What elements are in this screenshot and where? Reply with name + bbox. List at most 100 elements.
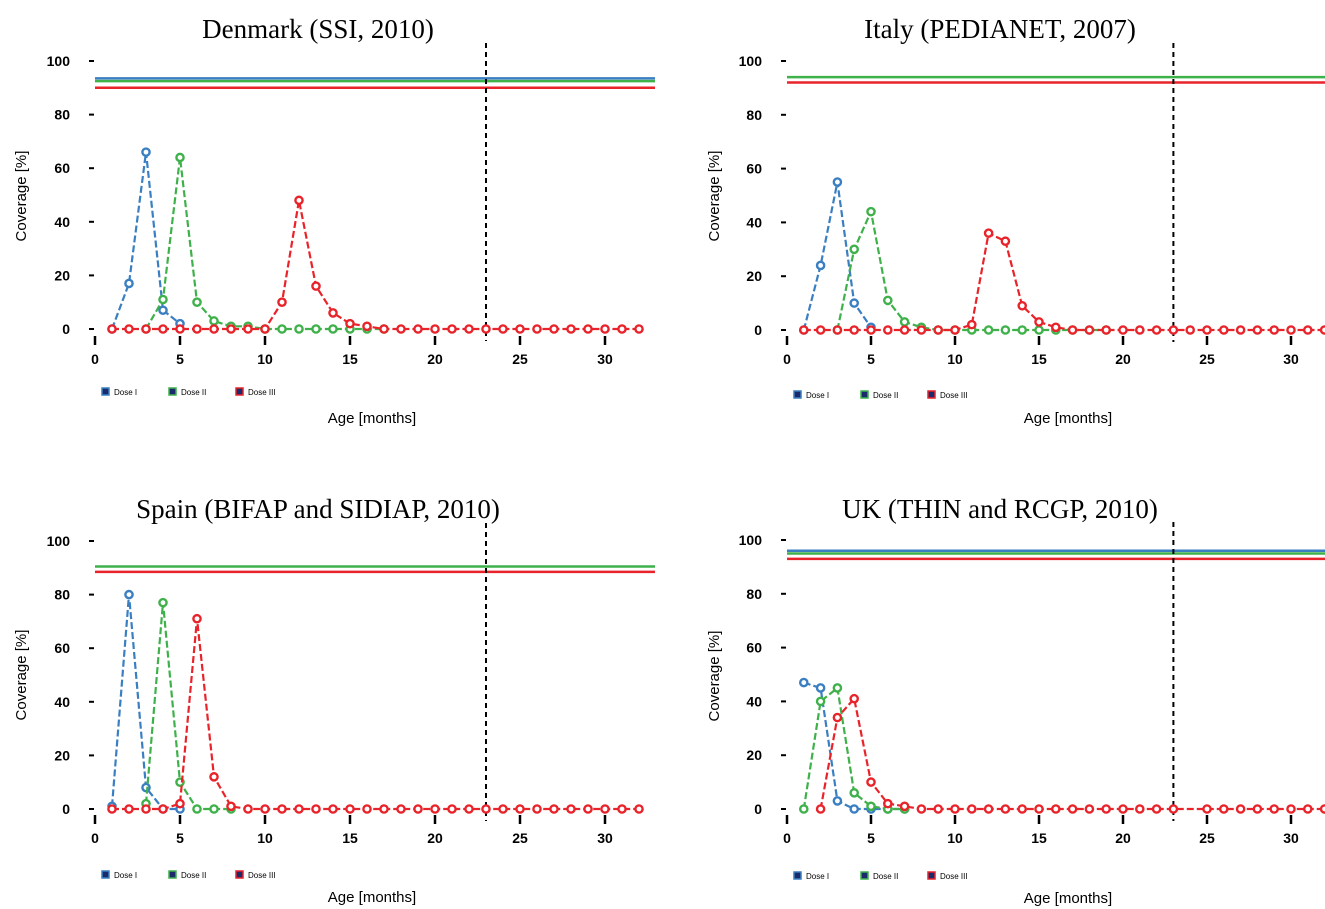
data-point-dose-3 (1202, 804, 1212, 814)
data-point-dose-1 (124, 278, 134, 289)
data-point-dose-3 (1084, 325, 1095, 335)
data-point-dose-1 (141, 782, 151, 793)
x-tick-label: 30 (1283, 830, 1299, 846)
y-tick-label: 80 (746, 107, 762, 123)
x-tick-label: 15 (1031, 351, 1047, 367)
data-point-dose-3 (1286, 325, 1296, 335)
legend-label-dose-2: Dose II (873, 872, 898, 881)
data-point-dose-3 (815, 325, 826, 335)
x-tick-label: 5 (867, 830, 875, 846)
series-line-dose-2 (145, 157, 384, 331)
y-tick-label: 20 (746, 268, 762, 284)
y-tick-label: 60 (54, 640, 70, 656)
data-point-dose-3 (849, 325, 860, 335)
data-point-dose-3 (1017, 804, 1028, 814)
data-point-dose-3 (1000, 236, 1011, 247)
data-point-dose-2 (849, 788, 860, 798)
data-point-dose-3 (141, 804, 151, 814)
data-point-dose-3 (983, 228, 994, 238)
data-point-dose-2 (815, 696, 826, 707)
data-point-dose-3 (515, 804, 525, 814)
data-point-dose-1 (849, 298, 860, 308)
panel-title: Italy (PEDIANET, 2007) (864, 14, 1136, 44)
data-point-dose-1 (815, 683, 826, 693)
x-axis-label: Age [months] (328, 889, 416, 906)
data-point-dose-3 (311, 281, 321, 291)
data-point-dose-2 (799, 804, 809, 814)
y-tick-label: 0 (754, 322, 762, 338)
data-point-dose-3 (583, 324, 593, 334)
x-tick-label: 25 (1199, 351, 1215, 367)
data-point-dose-3 (1135, 325, 1145, 335)
legend-swatch-dose-3 (927, 390, 936, 399)
data-point-dose-3 (1034, 317, 1044, 327)
data-point-dose-3 (464, 804, 474, 814)
legend-label-dose-1: Dose I (114, 388, 137, 397)
legend-swatch-dose-2 (860, 871, 869, 880)
y-tick-label: 60 (54, 160, 70, 176)
x-tick-label: 30 (1283, 351, 1299, 367)
data-point-dose-3 (430, 804, 440, 814)
y-tick-label: 100 (47, 533, 71, 549)
data-point-dose-3 (916, 325, 927, 335)
x-tick-label: 30 (597, 830, 613, 846)
data-point-dose-3 (933, 804, 944, 814)
data-point-dose-3 (1185, 325, 1195, 335)
data-point-dose-3 (1118, 325, 1128, 335)
data-point-dose-3 (192, 324, 202, 334)
data-point-dose-3 (1168, 325, 1179, 335)
data-point-dose-3 (1151, 325, 1162, 335)
y-tick-label: 80 (54, 107, 70, 123)
data-point-dose-3 (1252, 804, 1263, 814)
y-tick-label: 0 (754, 801, 762, 817)
data-point-dose-3 (362, 321, 372, 332)
panel-title: UK (THIN and RCGP, 2010) (842, 494, 1158, 524)
data-point-dose-3 (175, 324, 185, 334)
data-point-dose-1 (832, 177, 843, 187)
x-tick-label: 30 (597, 351, 613, 367)
data-point-dose-3 (277, 804, 287, 814)
x-tick-label: 0 (783, 830, 791, 846)
data-point-dose-3 (883, 798, 893, 809)
data-point-dose-3 (1135, 804, 1145, 814)
data-point-dose-3 (549, 804, 559, 814)
x-tick-label: 20 (1115, 830, 1131, 846)
legend-swatch-dose-1 (793, 390, 802, 399)
legend-label-dose-3: Dose III (940, 391, 968, 400)
panel-title: Denmark (SSI, 2010) (202, 14, 434, 44)
data-point-dose-3 (532, 804, 542, 814)
data-point-dose-3 (967, 319, 977, 330)
data-point-dose-3 (515, 324, 525, 334)
data-point-dose-3 (362, 804, 372, 814)
data-point-dose-3 (294, 195, 304, 206)
legend-swatch-dose-2 (168, 387, 177, 396)
x-axis-label: Age [months] (328, 410, 416, 427)
data-point-dose-3 (1101, 804, 1111, 814)
data-point-dose-3 (209, 772, 219, 782)
data-point-dose-3 (1286, 804, 1296, 814)
data-point-dose-3 (1034, 804, 1044, 814)
data-point-dose-3 (345, 318, 355, 329)
data-point-dose-1 (141, 147, 151, 157)
data-point-dose-3 (1000, 804, 1011, 814)
data-point-dose-2 (192, 804, 202, 814)
panel-spain: Spain (BIFAP and SIDIAP, 2010) Age [mont… (13, 494, 655, 906)
data-point-dose-3 (430, 324, 440, 334)
data-point-dose-3 (899, 325, 910, 335)
data-point-dose-2 (832, 683, 843, 693)
data-point-dose-3 (799, 325, 809, 335)
data-point-dose-1 (832, 796, 843, 806)
series-line-dose-3 (112, 618, 639, 811)
x-tick-label: 20 (1115, 351, 1131, 367)
data-point-dose-2 (1034, 325, 1044, 335)
legend-swatch-dose-1 (793, 871, 802, 880)
series-line-dose-3 (819, 696, 1325, 811)
data-point-dose-3 (311, 804, 321, 814)
data-point-dose-3 (1202, 325, 1212, 335)
legend-label-dose-2: Dose II (181, 388, 206, 397)
y-tick-label: 20 (746, 747, 762, 763)
data-point-dose-3 (294, 804, 304, 814)
legend-swatch-dose-3 (927, 871, 936, 880)
legend-label-dose-3: Dose III (248, 871, 276, 880)
data-point-dose-3 (1235, 804, 1246, 814)
